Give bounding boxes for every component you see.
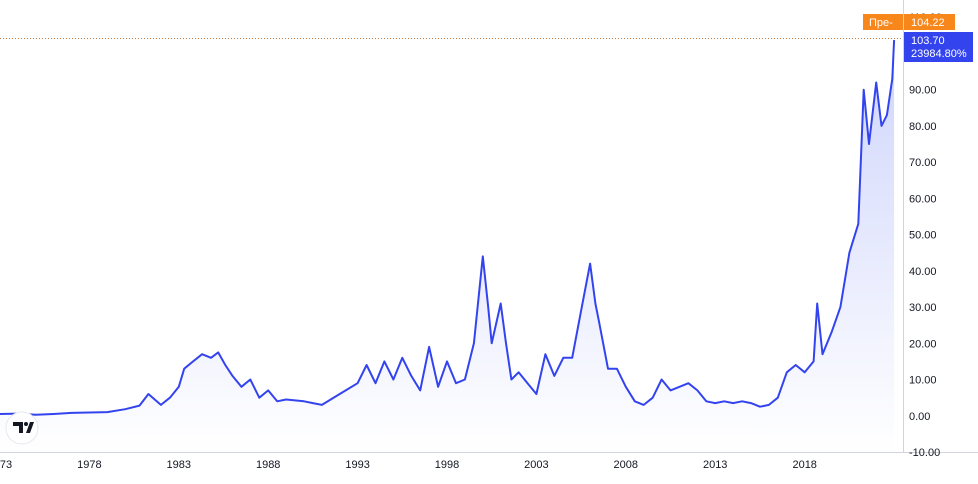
x-tick-label: 2018	[792, 459, 816, 471]
x-tick-label: 73	[0, 459, 12, 471]
y-tick-label: 90.00	[909, 85, 937, 97]
x-tick-label: 1988	[256, 459, 280, 471]
y-tick-label: -10.00	[909, 447, 940, 459]
x-tick-label: 2008	[614, 459, 638, 471]
y-tick-label: 0.00	[909, 411, 930, 423]
y-tick-label: 50.00	[909, 230, 937, 242]
y-tick-label: 10.00	[909, 375, 937, 387]
x-tick-label: 2013	[703, 459, 727, 471]
x-tick-label: 2003	[524, 459, 548, 471]
x-tick-label: 1978	[77, 459, 101, 471]
x-tick-label: 1983	[167, 459, 191, 471]
y-tick-label: 20.00	[909, 338, 937, 350]
y-tick-label: 80.00	[909, 121, 937, 133]
tradingview-logo-icon[interactable]	[6, 412, 38, 444]
y-tick-label: 40.00	[909, 266, 937, 278]
last-price-change-percent: 23984.80%	[911, 48, 967, 60]
x-tick-label: 1998	[435, 459, 459, 471]
series-line	[0, 40, 894, 415]
prev-close-tag: Пре- 104.22	[863, 14, 955, 30]
y-tick-label: 70.00	[909, 157, 937, 169]
prev-close-label: Пре-	[869, 17, 893, 29]
y-tick-label: 30.00	[909, 302, 937, 314]
y-tick-label: 60.00	[909, 193, 937, 205]
last-price-value: 103.70	[911, 35, 945, 47]
logo-mark-dot	[24, 422, 28, 426]
x-tick-label: 1993	[345, 459, 369, 471]
series-area-fill	[0, 40, 894, 452]
prev-close-value: 104.22	[911, 17, 945, 29]
